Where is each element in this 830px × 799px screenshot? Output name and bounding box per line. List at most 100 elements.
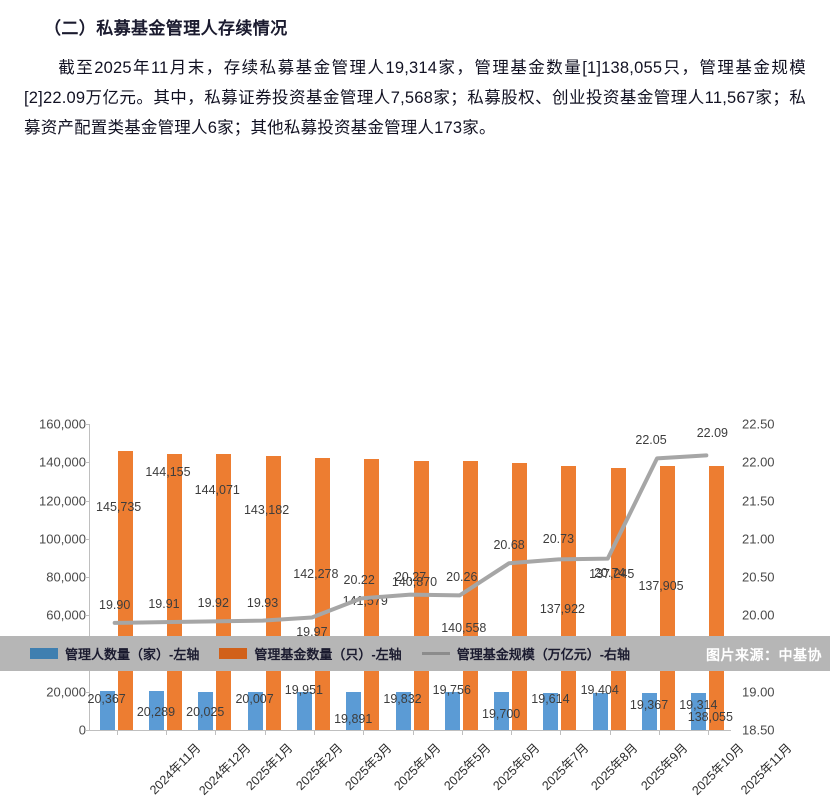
x-axis-tick-mark (116, 730, 118, 735)
x-axis-tick-mark (215, 730, 217, 735)
y-axis-left-tick-mark (85, 424, 90, 425)
y-axis-left-tick-label: 160,000 (39, 416, 86, 432)
bar-label-fund-count: 138,055 (687, 710, 733, 724)
y-axis-right-tick-label: 18.50 (742, 722, 775, 738)
y-axis-left-tick-label: 140,000 (39, 454, 86, 470)
legend-item-label: 管理基金数量（只）-左轴 (254, 647, 402, 662)
line-label-fund-scale: 22.05 (635, 433, 667, 448)
x-axis-tick-mark (511, 730, 513, 735)
line-label-fund-scale: 19.91 (148, 597, 180, 612)
y-axis-left-tick-mark (85, 577, 90, 578)
bar-label-manager-count: 19,891 (334, 712, 373, 726)
x-axis-tick-mark (609, 730, 611, 735)
article-paragraph-text: 截至2025年11月末，存续私募基金管理人19,314家，管理基金数量[1]13… (24, 59, 806, 137)
bar-label-manager-count: 19,614 (531, 692, 570, 706)
bar-label-manager-count: 19,832 (383, 692, 422, 706)
article-paragraph: 截至2025年11月末，存续私募基金管理人19,314家，管理基金数量[1]13… (24, 53, 806, 143)
x-axis-tick-mark (264, 730, 266, 735)
legend-item[interactable]: 管理基金数量（只）-左轴 (219, 644, 402, 663)
x-axis-label: 2025年7月 (539, 740, 592, 793)
bar-label-manager-count: 19,951 (284, 683, 323, 697)
y-axis-left-tick-mark (85, 538, 90, 540)
x-axis-label: 2025年5月 (440, 740, 493, 793)
source-watermark: 图片来源：中基协 (706, 647, 822, 663)
line-label-fund-scale: 20.74 (594, 565, 626, 580)
x-axis-tick-mark (708, 730, 710, 735)
bar-label-fund-count: 140,558 (441, 621, 487, 635)
page-title: （二）私募基金管理人存续情况 (44, 19, 288, 38)
x-axis-tick-mark (412, 730, 414, 735)
bar-label-fund-count: 143,182 (243, 503, 290, 517)
y-axis-right-tick-label: 21.00 (742, 531, 775, 547)
line-fund-scale (112, 453, 709, 625)
x-axis-label: 2025年4月 (391, 740, 444, 793)
gray-line-swatch (421, 652, 450, 655)
bar-label-manager-count: 19,404 (580, 683, 619, 697)
y-axis-left-tick-label: 100,000 (39, 531, 86, 547)
x-axis-tick-mark (659, 730, 661, 735)
y-axis-left-tick-mark (85, 462, 90, 464)
line-label-fund-scale: 20.22 (343, 573, 375, 588)
orange-square-swatch (219, 648, 248, 659)
bar-label-fund-count: 142,278 (293, 567, 339, 581)
y-axis-left-tick-mark (85, 500, 90, 502)
y-axis-right-tick-label: 22.50 (742, 416, 775, 432)
x-axis-label: 2025年11月 (738, 740, 795, 798)
y-axis-left-tick-label: 60,000 (46, 607, 86, 623)
bar-label-manager-count: 20,007 (235, 692, 274, 706)
y-axis-left-tick-mark (85, 615, 90, 617)
legend-item-label: 管理基金规模（万亿元）-右轴 (456, 647, 631, 662)
legend-item-label: 管理人数量（家）-左轴 (65, 647, 200, 662)
x-axis-tick-mark (363, 730, 365, 735)
line-label-fund-scale: 20.68 (493, 538, 525, 553)
x-axis-label: 2025年2月 (292, 740, 346, 793)
legend-item[interactable]: 管理基金规模（万亿元）-右轴 (421, 644, 631, 663)
line-label-fund-scale: 20.27 (394, 569, 427, 584)
chart-container: 020,00040,00060,00080,000100,000120,0001… (0, 200, 830, 798)
line-series-layer (112, 453, 709, 625)
bar-label-fund-count: 140,870 (391, 575, 438, 589)
x-axis-tick-mark (560, 730, 562, 735)
bar-label-fund-count: 144,155 (145, 465, 191, 479)
legend-item[interactable]: 管理人数量（家）-左轴 (30, 644, 199, 663)
x-axis-label: 2025年8月 (588, 740, 641, 793)
bar-manager-count (296, 691, 312, 730)
bar-label-manager-count: 19,700 (481, 707, 521, 721)
bar-manager-count (592, 692, 608, 730)
bar-label-fund-count: 144,071 (194, 483, 240, 497)
y-axis-left-tick-label: 80,000 (46, 569, 86, 585)
line-label-fund-scale: 20.73 (542, 532, 575, 547)
line-label-fund-scale: 20.26 (446, 570, 478, 585)
bar-manager-count (444, 692, 460, 730)
chart-legend: 管理人数量（家）-左轴 管理基金数量（只）-左轴 管理基金规模（万亿元）-右轴 (0, 636, 830, 671)
x-axis-label: 2025年6月 (490, 740, 543, 793)
bar-label-manager-count: 20,289 (136, 705, 176, 719)
x-axis-label: 2025年3月 (342, 740, 395, 793)
line-label-fund-scale: 19.92 (197, 596, 229, 611)
bar-label-fund-count: 137,245 (589, 567, 635, 581)
y-axis-right-tick-label: 19.00 (742, 684, 775, 700)
x-axis-label: 2025年9月 (638, 740, 691, 793)
x-axis-tick-mark (461, 730, 463, 735)
bar-label-manager-count: 19,756 (432, 683, 471, 697)
y-axis-right-tick-label: 20.50 (742, 569, 775, 585)
line-label-fund-scale: 19.97 (296, 624, 328, 639)
x-axis-line (89, 730, 731, 731)
y-axis-left-tick-mark (85, 730, 90, 731)
y-axis-left-tick-label: 20,000 (46, 684, 86, 700)
y-axis-right-tick-label: 20.00 (742, 607, 775, 623)
line-label-fund-scale: 19.90 (99, 597, 131, 612)
x-axis-tick-mark (313, 730, 315, 735)
blue-square-swatch (30, 648, 58, 659)
article-body: （二）私募基金管理人存续情况 截至2025年11月末，存续私募基金管理人19,3… (0, 0, 830, 143)
x-axis-label: 2024年12月 (196, 740, 254, 798)
bar-label-fund-count: 145,735 (96, 500, 142, 514)
x-axis-label: 2025年10月 (689, 740, 747, 798)
bar-label-manager-count: 19,367 (629, 698, 669, 712)
bar-label-manager-count: 20,367 (87, 692, 126, 706)
x-axis-label: 2024年11月 (146, 740, 204, 798)
y-axis-left-tick-label: 120,000 (39, 493, 86, 508)
x-axis-tick-mark (165, 730, 167, 735)
y-axis-right-tick-label: 21.50 (742, 493, 775, 508)
bar-label-manager-count: 20,025 (186, 705, 225, 719)
